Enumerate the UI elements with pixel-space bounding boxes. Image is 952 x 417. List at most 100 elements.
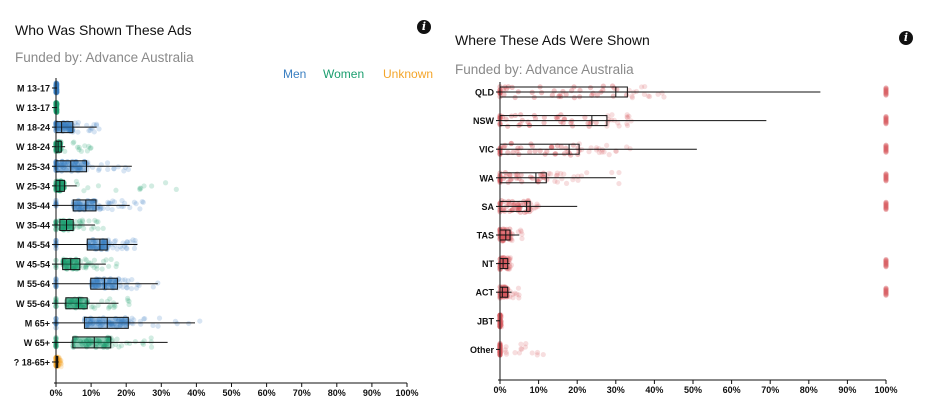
data-point xyxy=(506,230,513,236)
data-point xyxy=(508,141,514,147)
data-point xyxy=(507,288,513,295)
data-point xyxy=(523,341,529,347)
data-point xyxy=(883,201,889,207)
data-point xyxy=(54,89,60,95)
category-label: M 25-34 xyxy=(17,162,50,172)
data-point xyxy=(593,147,600,153)
data-point xyxy=(498,322,504,328)
x-tick-label: 10% xyxy=(530,385,548,395)
data-point xyxy=(883,203,889,209)
data-point xyxy=(94,266,100,272)
data-point xyxy=(54,88,60,94)
category-label: M 45-54 xyxy=(17,240,50,250)
data-point xyxy=(558,144,564,150)
data-point xyxy=(504,292,510,298)
category-label: W 45-54 xyxy=(16,260,50,270)
data-point xyxy=(115,164,121,170)
data-point xyxy=(504,286,510,292)
data-point xyxy=(512,350,518,356)
data-point xyxy=(502,263,508,269)
data-point xyxy=(883,205,889,211)
data-point xyxy=(53,101,60,107)
data-point xyxy=(518,112,524,118)
data-point xyxy=(540,174,547,180)
category-label: QLD xyxy=(475,88,494,98)
data-point xyxy=(53,102,60,108)
data-point xyxy=(642,83,648,90)
data-point xyxy=(133,285,140,291)
x-tick-label: 70% xyxy=(761,385,779,395)
data-point xyxy=(76,144,82,150)
data-point xyxy=(75,224,81,230)
data-point xyxy=(883,92,889,98)
x-tick-label: 90% xyxy=(363,388,381,398)
data-point xyxy=(70,140,76,146)
data-point xyxy=(883,149,889,155)
data-point xyxy=(553,173,559,179)
info-icon[interactable]: i xyxy=(899,31,913,45)
data-point xyxy=(883,286,889,292)
data-point xyxy=(53,89,60,95)
data-point xyxy=(111,199,118,205)
data-point xyxy=(624,121,630,127)
data-point xyxy=(610,93,616,99)
data-point xyxy=(137,185,143,191)
data-point xyxy=(104,160,111,166)
data-point xyxy=(503,351,510,357)
data-point xyxy=(512,94,518,101)
data-point xyxy=(121,200,128,206)
data-point xyxy=(197,318,203,324)
data-point xyxy=(109,206,115,213)
category-label: M 13-17 xyxy=(17,84,50,94)
data-point xyxy=(85,185,91,191)
data-point xyxy=(616,169,622,176)
category-label: M 18-24 xyxy=(17,123,50,133)
data-point xyxy=(507,233,514,239)
data-point xyxy=(105,205,111,211)
data-point xyxy=(119,245,125,252)
data-point xyxy=(54,107,60,114)
data-point xyxy=(629,95,636,101)
category-label: M 65+ xyxy=(25,318,50,328)
data-point xyxy=(124,284,130,291)
data-point xyxy=(883,206,889,212)
data-point xyxy=(883,287,889,293)
data-point xyxy=(99,266,105,272)
data-point xyxy=(534,201,540,207)
data-point xyxy=(590,90,596,96)
data-point xyxy=(82,256,88,262)
data-point xyxy=(93,121,100,127)
data-point xyxy=(570,142,576,148)
data-point xyxy=(553,114,559,121)
category-label: M 35-44 xyxy=(17,201,50,211)
data-point xyxy=(111,166,117,172)
data-point xyxy=(552,178,558,184)
info-icon[interactable]: i xyxy=(417,20,431,34)
data-point xyxy=(600,87,606,93)
data-point xyxy=(600,83,606,89)
box xyxy=(72,336,112,349)
data-point xyxy=(529,350,535,356)
data-point xyxy=(100,258,107,264)
box xyxy=(55,140,62,153)
data-point xyxy=(883,292,889,298)
data-point xyxy=(81,188,87,194)
data-point xyxy=(518,228,524,235)
data-point xyxy=(506,200,512,206)
data-point xyxy=(54,106,60,113)
data-point xyxy=(155,280,161,286)
data-point xyxy=(518,346,524,352)
data-point xyxy=(534,352,540,358)
data-point xyxy=(104,298,110,304)
data-point xyxy=(108,241,114,247)
data-point xyxy=(100,225,106,232)
data-point xyxy=(638,84,645,90)
data-point xyxy=(883,285,889,291)
box xyxy=(62,258,81,271)
data-point xyxy=(121,168,127,174)
data-point xyxy=(555,114,561,120)
data-point xyxy=(613,148,619,154)
data-point xyxy=(96,166,102,172)
data-point xyxy=(106,263,112,269)
data-point xyxy=(539,172,545,178)
